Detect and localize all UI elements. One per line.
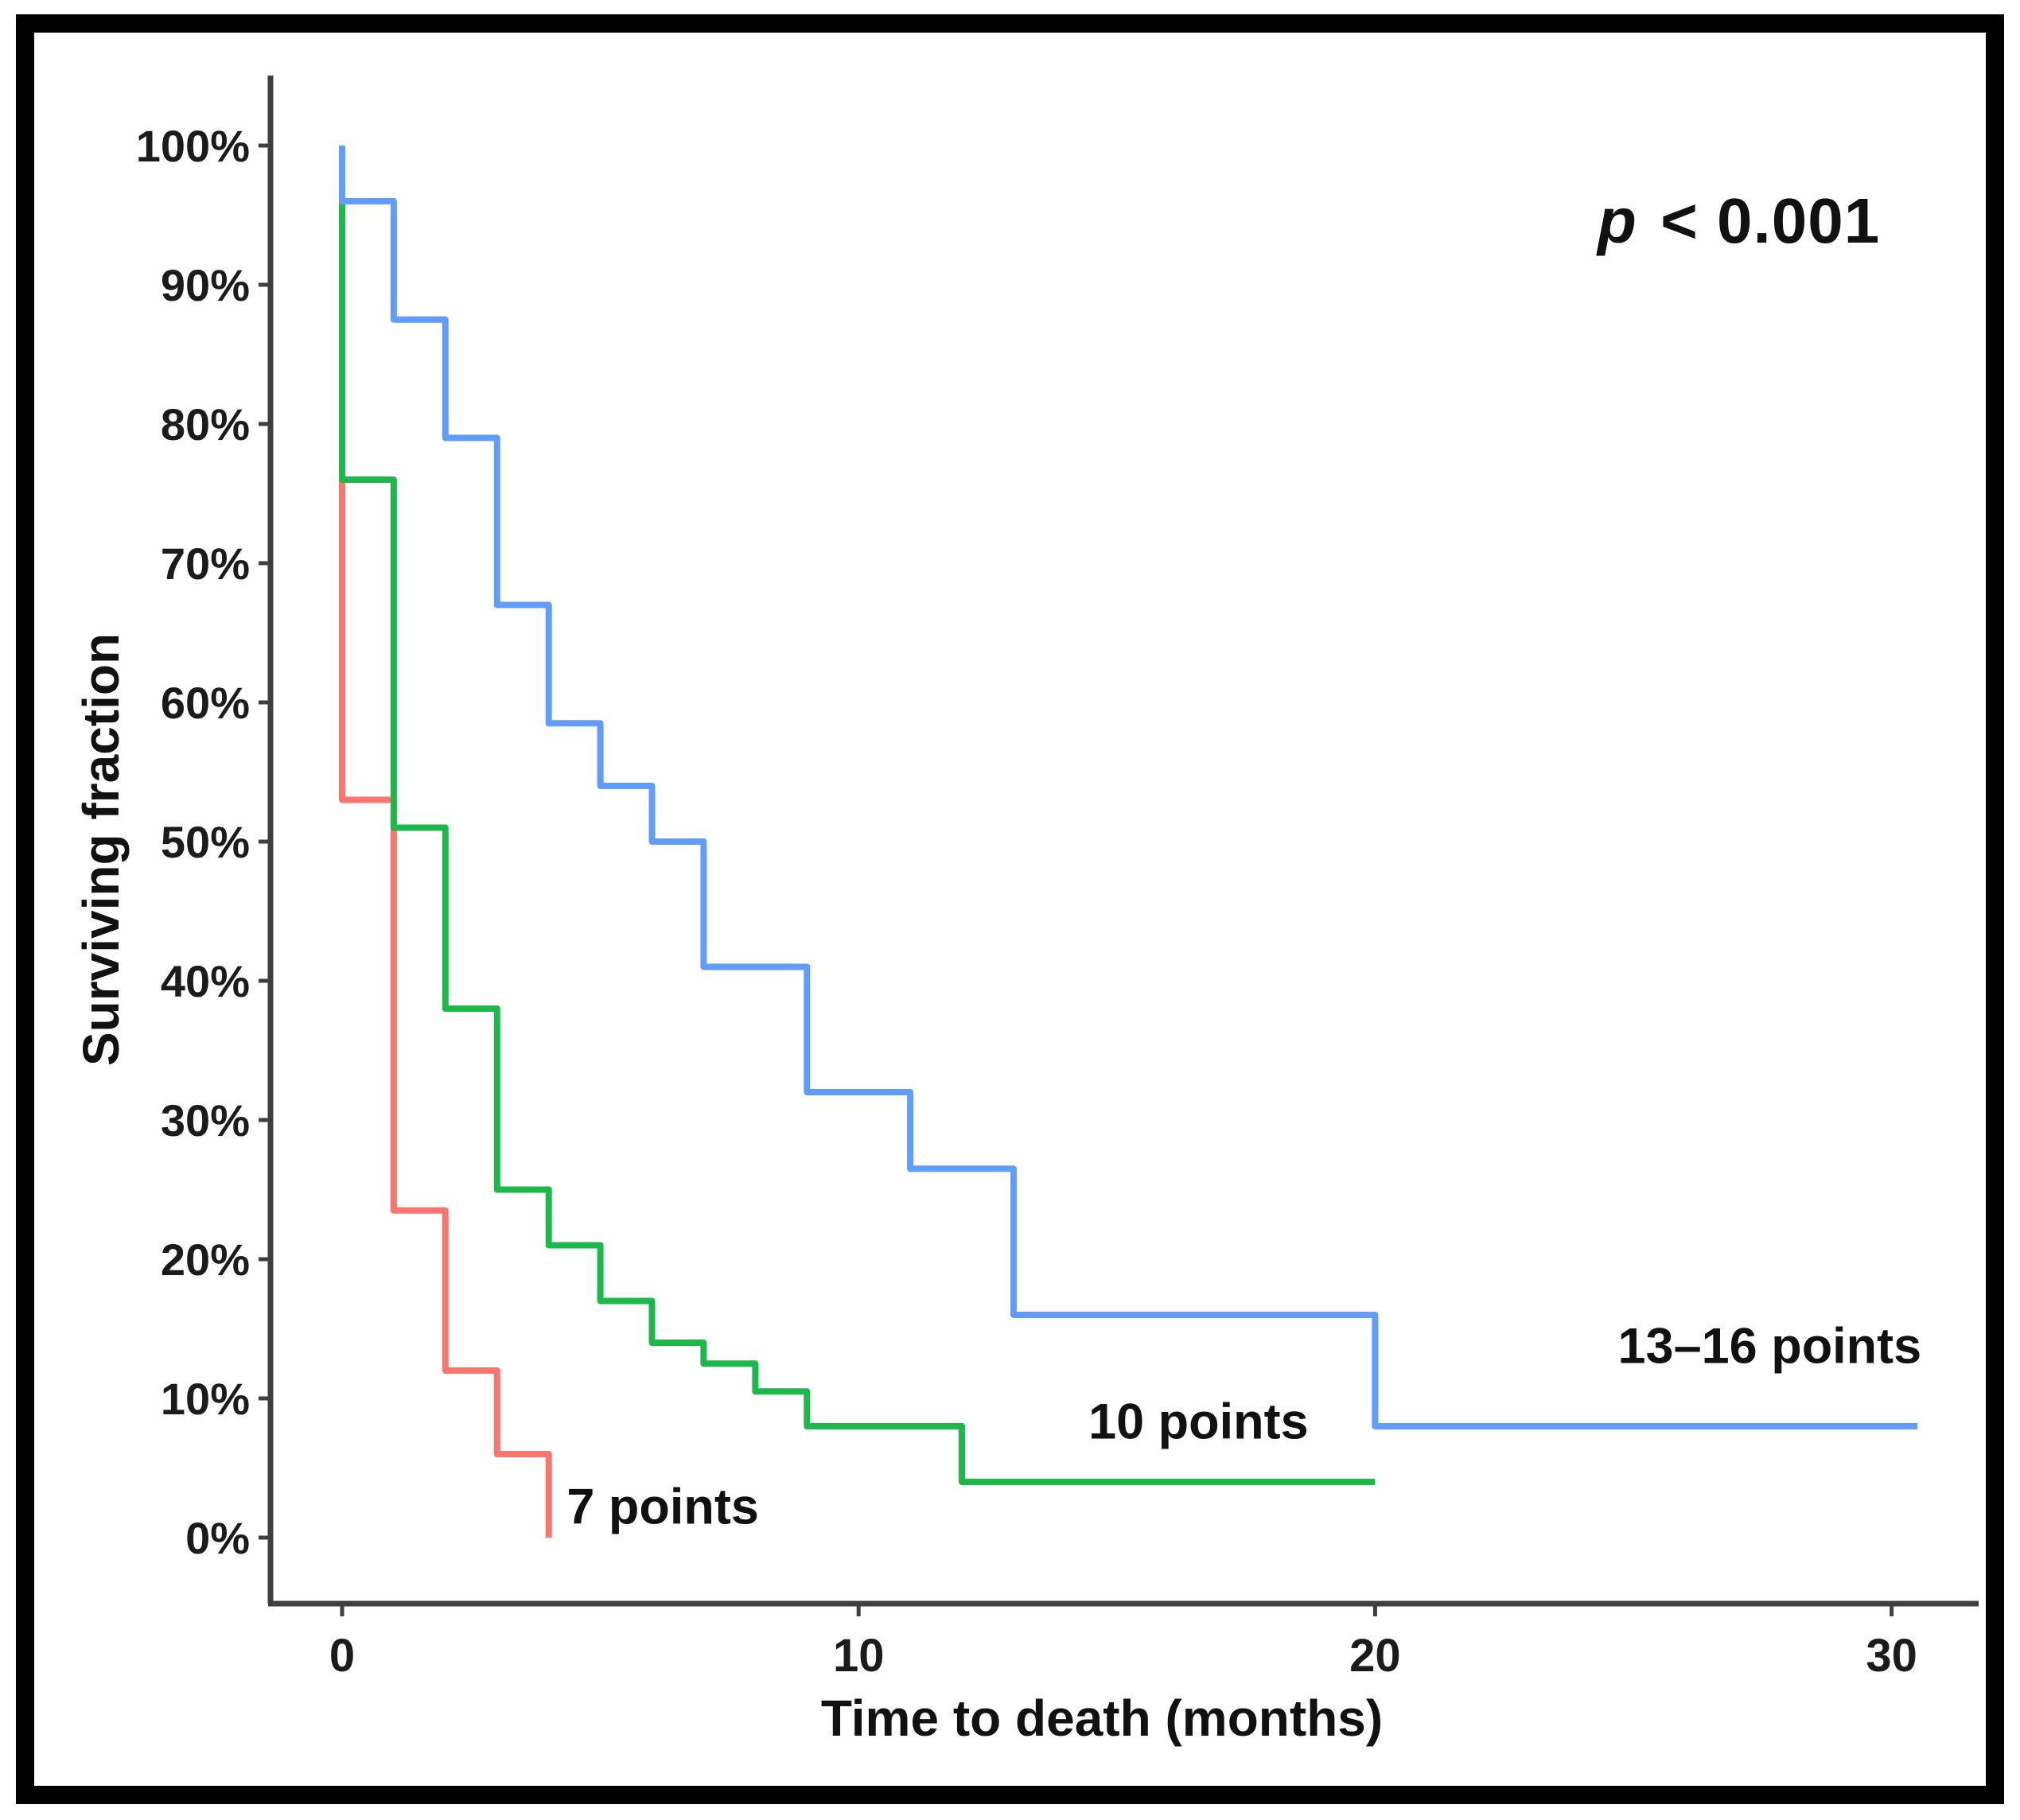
y-tick-label: 50% xyxy=(161,817,250,867)
p-value-annotation: p < 0.001 xyxy=(1598,189,1880,253)
x-tick-label: 0 xyxy=(329,1630,355,1682)
series-label-13-16-points: 13–16 points xyxy=(1617,1318,1922,1375)
y-tick-label: 80% xyxy=(161,399,250,449)
y-tick-label: 70% xyxy=(161,539,250,589)
figure-border xyxy=(16,14,2004,1804)
y-tick-label: 10% xyxy=(161,1374,250,1424)
y-tick-label: 40% xyxy=(161,956,250,1006)
x-axis-title: Time to death (months) xyxy=(820,1690,1384,1747)
survival-curve-13-16-points xyxy=(339,146,1918,1429)
x-tick-label: 20 xyxy=(1349,1630,1401,1682)
y-tick-label: 30% xyxy=(161,1095,250,1145)
survival-curve-10-points xyxy=(339,146,1376,1485)
series-label-10-points: 10 points xyxy=(1088,1394,1309,1450)
p-symbol: p xyxy=(1598,185,1637,256)
y-tick-label: 0% xyxy=(185,1513,250,1563)
y-tick-label: 90% xyxy=(161,260,250,310)
x-tick-label: 30 xyxy=(1866,1630,1917,1682)
y-tick-label: 20% xyxy=(161,1235,250,1285)
y-tick-label: 100% xyxy=(136,121,250,171)
y-axis-title: Surviving fraction xyxy=(72,632,130,1067)
survival-curve-7-points xyxy=(339,146,552,1538)
y-tick-label: 60% xyxy=(161,678,250,728)
x-tick-label: 10 xyxy=(833,1630,885,1682)
p-value-text: < 0.001 xyxy=(1641,185,1881,256)
series-label-7-points: 7 points xyxy=(566,1479,759,1534)
